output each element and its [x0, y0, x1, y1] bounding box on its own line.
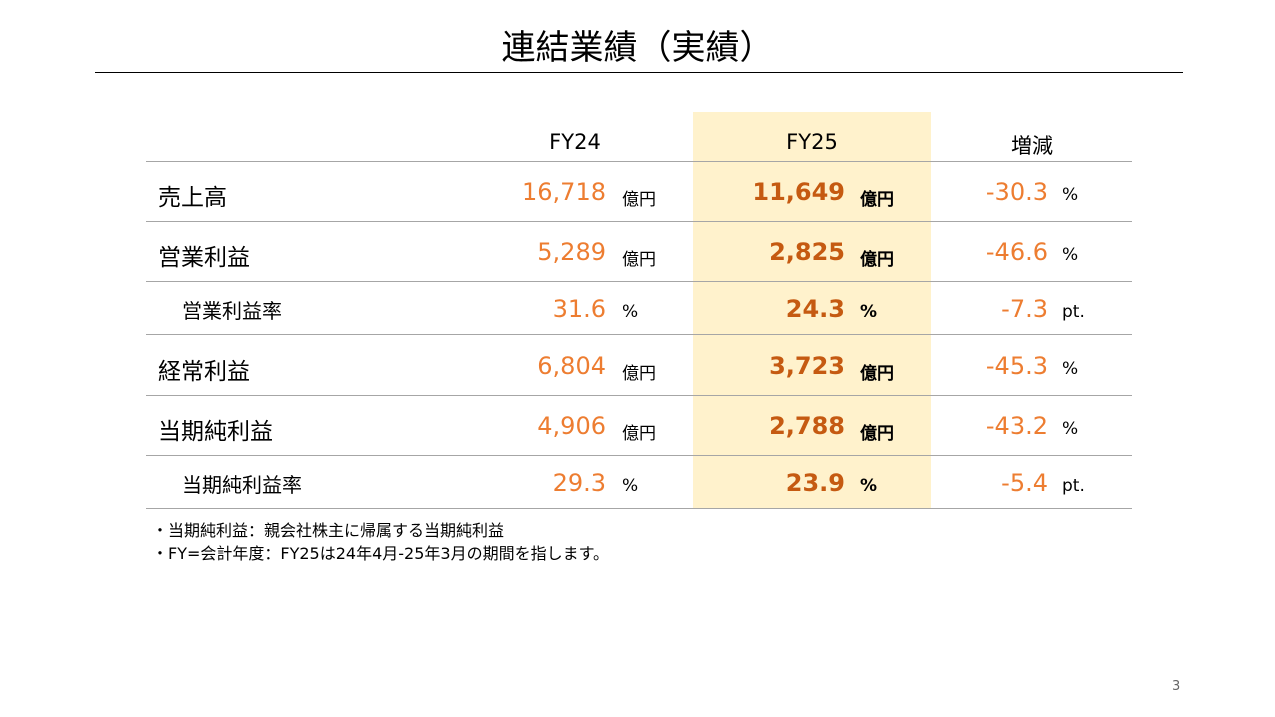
fy24-value: 31.6: [552, 294, 606, 323]
title-divider: [95, 72, 1183, 73]
header-change: 増減: [1011, 134, 1053, 158]
change-unit: pt.: [1062, 475, 1085, 496]
fy25-value: 2,788: [769, 412, 845, 440]
table-row: 経常利益 6,804 億円 3,723 億円 -45.3%: [146, 335, 1132, 396]
change-value: -46.6: [985, 238, 1048, 266]
slide-title: 連結業績（実績）: [501, 28, 774, 68]
header-row: [146, 112, 1132, 162]
fy24-value: 16,718: [522, 177, 606, 206]
header-fy25: FY25: [786, 130, 838, 154]
change-value: -7.3: [1001, 294, 1048, 323]
row-label: 当期純利益率: [182, 472, 302, 497]
change-value: -43.2: [985, 412, 1048, 440]
fy24-unit: %: [622, 301, 639, 322]
fy25-unit: 億円: [860, 189, 894, 210]
fy25-value: 3,723: [769, 351, 845, 380]
row-label: 経常利益: [158, 358, 250, 385]
fy24-unit: %: [622, 475, 639, 496]
header-fy24: FY24: [549, 130, 601, 154]
change-unit: %: [1062, 358, 1079, 379]
fy25-unit: 億円: [860, 250, 894, 270]
row-label: 売上高: [158, 184, 227, 211]
row-label: 当期純利益: [158, 419, 273, 445]
change-unit: pt.: [1062, 301, 1085, 322]
fy24-unit: 億円: [622, 189, 656, 210]
fy25-unit: 億円: [860, 424, 894, 444]
change-value: -45.3: [985, 351, 1048, 380]
note-1: ・当期純利益：親会社株主に帰属する当期純利益: [152, 521, 505, 540]
fy24-value: 29.3: [552, 468, 606, 497]
row-label: 営業利益: [158, 245, 250, 271]
fy25-value: 24.3: [785, 294, 845, 323]
note-2: ・FY=会計年度：FY25は24年4月-25年3月の期間を指します。: [152, 544, 609, 563]
fy25-unit: %: [860, 475, 878, 496]
fy25-unit: %: [860, 301, 878, 322]
table-row: 当期純利益率 29.3% 23.9% -5.4 pt.: [146, 456, 1132, 509]
fy25-highlight-column: [693, 112, 931, 509]
row-label: 営業利益率: [182, 298, 282, 323]
page-number: 3: [1172, 679, 1181, 694]
table-row: 売上高 16,718 億円 11,649 億円 -30.3%: [146, 161, 1132, 222]
table-row: 営業利益 5,289 億円 2,825 億円 -46.6%: [146, 222, 1132, 282]
change-unit: %: [1062, 245, 1079, 265]
fy25-value: 11,649: [752, 177, 845, 206]
fy24-value: 5,289: [537, 238, 606, 266]
fy25-unit: 億円: [860, 363, 894, 384]
table-row: 営業利益率 31.6% 24.3% -7.3 pt.: [146, 282, 1132, 335]
fy25-value: 23.9: [785, 468, 845, 497]
change-unit: %: [1062, 419, 1079, 439]
fy25-value: 2,825: [769, 238, 845, 266]
change-value: -5.4: [1001, 468, 1048, 497]
fy24-unit: 億円: [622, 250, 656, 270]
table-row: 当期純利益 4,906 億円 2,788 億円 -43.2%: [146, 396, 1132, 456]
fy24-value: 6,804: [537, 351, 606, 380]
change-value: -30.3: [985, 177, 1048, 206]
fy24-unit: 億円: [622, 363, 656, 384]
fy24-value: 4,906: [537, 412, 606, 440]
fy24-unit: 億円: [622, 424, 656, 444]
change-unit: %: [1062, 184, 1079, 205]
